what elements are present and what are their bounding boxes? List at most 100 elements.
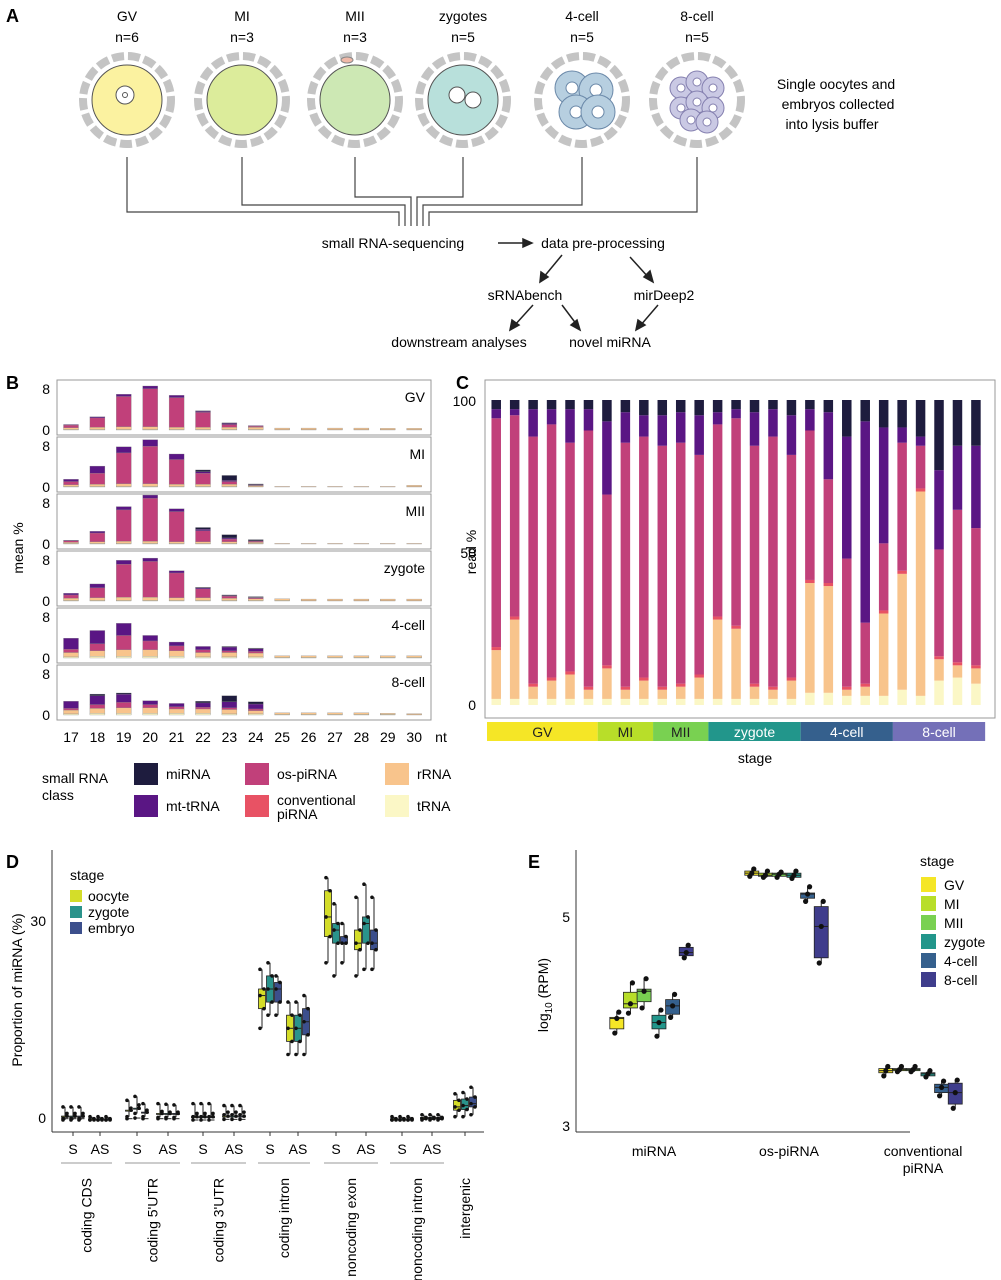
d-point — [274, 1013, 278, 1017]
segment-trna — [749, 698, 760, 705]
segment-trna — [897, 689, 907, 705]
d-point — [398, 1118, 402, 1122]
segment-os-pirna — [583, 430, 594, 687]
segment-trna — [602, 698, 612, 705]
d-legend-label: oocyte — [88, 888, 129, 904]
d-group-label: intergenic — [457, 1178, 473, 1239]
e-point — [807, 884, 813, 890]
stage-segment-label: MII — [671, 724, 690, 740]
legend-item: tRNA — [385, 795, 451, 817]
bar-mirna — [89, 693, 106, 696]
d-box — [222, 1103, 230, 1122]
x-tick-18: 18 — [90, 729, 106, 745]
segment-trna — [842, 695, 852, 705]
e-box — [623, 980, 638, 1016]
legend-label: os-piRNA — [277, 766, 338, 782]
segment-rrna — [878, 613, 889, 696]
bar-mt-trna — [89, 695, 106, 705]
bar-rrna — [89, 650, 106, 657]
segment-conventional-pirna — [509, 616, 520, 620]
bar-rrna — [221, 709, 238, 715]
segment-mt-trna — [546, 409, 557, 425]
segment-rrna — [620, 689, 631, 699]
zona-pellucida — [415, 52, 511, 148]
segment-mt-trna — [731, 409, 741, 419]
collection-note: Single oocytes and embryos collected int… — [777, 76, 895, 132]
segment-mt-trna — [712, 412, 723, 425]
d-point — [432, 1115, 436, 1120]
bar-mt-trna — [89, 465, 106, 474]
d-box-body — [354, 929, 362, 951]
bar-rrna — [116, 597, 132, 601]
d-box — [406, 1114, 414, 1122]
facet-label: MI — [409, 446, 425, 462]
d-point — [461, 1114, 465, 1119]
panel-d: D Proportion of miRNA (%) 0 30 stage ooc… — [6, 850, 484, 1280]
bar-os-pirna — [195, 530, 211, 542]
bar-os-pirna — [195, 588, 211, 598]
d-point — [164, 1116, 168, 1121]
d-box — [469, 1085, 477, 1117]
bar-mirna — [221, 594, 238, 596]
segment-os-pirna — [620, 442, 631, 687]
bar-os-pirna — [248, 541, 264, 543]
segment-trna — [528, 698, 538, 705]
bar-rrna — [168, 484, 185, 487]
bar-rrna — [168, 708, 185, 714]
bar-os-pirna — [116, 396, 132, 427]
nucleolus — [122, 92, 128, 98]
e-point — [791, 872, 797, 878]
d-group-label: coding 5'UTR — [145, 1178, 161, 1262]
sample-bar-24 — [915, 400, 926, 705]
d-point — [340, 941, 344, 945]
segment-trna — [731, 698, 741, 705]
oocyte-body — [319, 64, 391, 136]
stage-n: n=3 — [343, 29, 367, 45]
segment-conventional-pirna — [565, 671, 575, 675]
e-point — [658, 1007, 664, 1013]
bar-mt-trna — [63, 593, 79, 596]
bar-os-pirna — [89, 473, 106, 485]
zona-pellucida — [79, 52, 175, 148]
segment-os-pirna — [694, 454, 704, 675]
d-point — [402, 1116, 406, 1121]
e-box — [813, 898, 829, 966]
stage-segment — [653, 722, 709, 741]
blastomere-nucleus — [708, 83, 718, 93]
e-box — [878, 1063, 894, 1079]
d-point — [274, 974, 278, 978]
x-tick-29: 29 — [380, 729, 396, 745]
bar-trna — [89, 713, 106, 716]
d-point — [428, 1112, 432, 1117]
segment-mirna — [657, 400, 668, 416]
d-box — [266, 961, 274, 1017]
bar-mt-trna — [116, 693, 132, 703]
bar-mt-trna — [168, 570, 185, 574]
bar-rrna — [406, 543, 422, 545]
d-point — [81, 1111, 85, 1116]
e-point — [927, 1068, 933, 1074]
d-point — [354, 974, 358, 978]
bar-rrna — [300, 598, 317, 601]
d-point — [473, 1105, 477, 1109]
segment-mt-trna — [491, 409, 501, 419]
d-box — [69, 1105, 77, 1122]
d-point — [266, 987, 270, 991]
e-ytick-3: 3 — [562, 1118, 570, 1134]
workflow-connectors — [126, 157, 698, 226]
bar-os-pirna — [116, 564, 132, 598]
bar-os-pirna — [142, 498, 158, 542]
e-ytick-5: 5 — [562, 909, 570, 925]
bar-mt-trna — [89, 630, 106, 644]
d-point — [424, 1115, 428, 1120]
e-box — [651, 1007, 667, 1039]
d-box-body — [370, 929, 378, 951]
segment-os-pirna — [786, 454, 797, 678]
d-point — [286, 1000, 290, 1004]
segment-conventional-pirna — [546, 677, 557, 681]
sample-bar-11 — [675, 400, 686, 705]
bar-mt-trna — [168, 508, 185, 512]
panel-d-ylabel: Proportion of miRNA (%) — [9, 913, 25, 1066]
segment-rrna — [565, 674, 575, 699]
bar-rrna — [63, 652, 79, 658]
